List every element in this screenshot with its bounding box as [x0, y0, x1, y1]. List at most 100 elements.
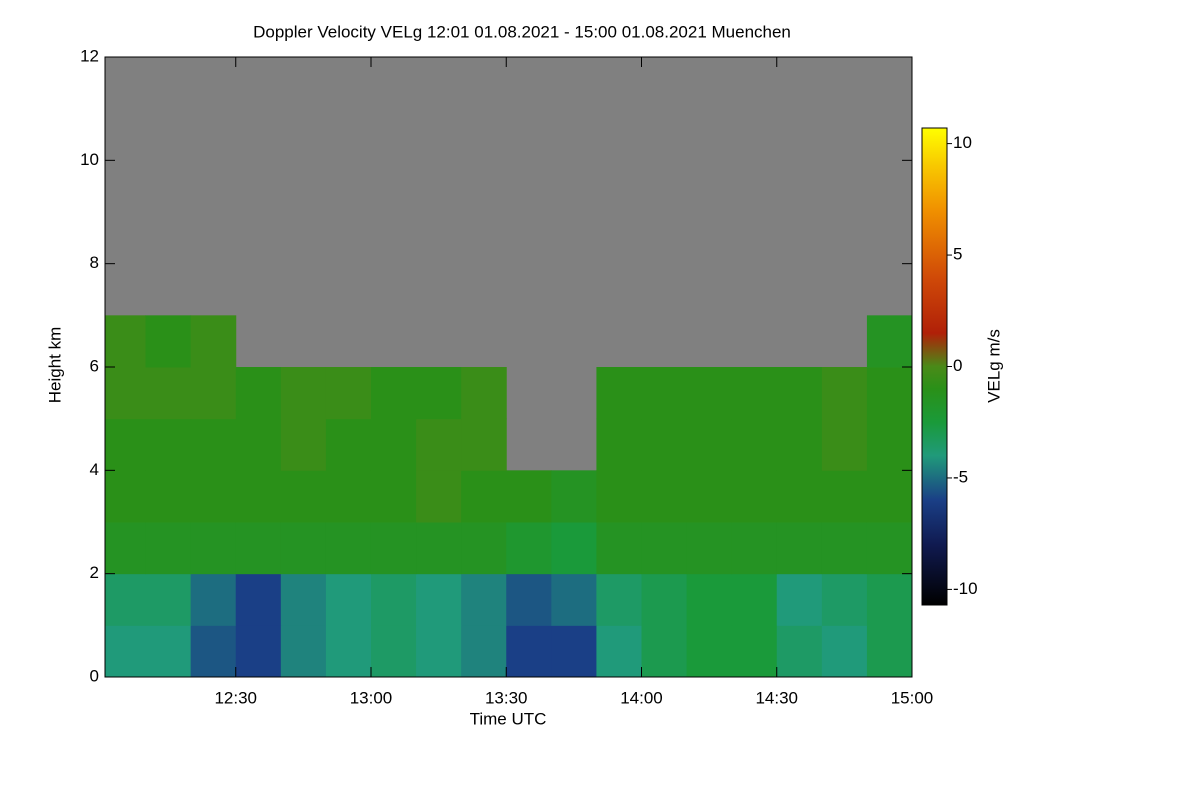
- heatmap-cell: [280, 625, 327, 678]
- heatmap-cell: [190, 522, 237, 575]
- heatmap-cell: [461, 573, 507, 626]
- heatmap-cell: [776, 470, 823, 523]
- heatmap-cell: [190, 625, 237, 678]
- heatmap-cell: [776, 418, 823, 471]
- heatmap-cell: [190, 367, 237, 420]
- heatmap-cell: [866, 367, 913, 420]
- heatmap-cell: [551, 470, 597, 523]
- y-tick-label: 4: [90, 460, 99, 479]
- heatmap-cell: [280, 522, 327, 575]
- heatmap-cell: [145, 418, 192, 471]
- heatmap-cell: [416, 470, 462, 523]
- heatmap-cell: [866, 315, 913, 368]
- heatmap-cell: [596, 367, 642, 420]
- heatmap-cell: [776, 573, 823, 626]
- heatmap-cell: [280, 470, 327, 523]
- heatmap-cell: [105, 418, 147, 471]
- heatmap-cell: [190, 470, 237, 523]
- heatmap-cell: [105, 315, 147, 368]
- heatmap-cell: [686, 367, 733, 420]
- heatmap-cell: [506, 573, 552, 626]
- heatmap-cell: [370, 522, 417, 575]
- x-tick-label: 15:00: [891, 688, 934, 707]
- y-axis-label: Height km: [45, 327, 64, 404]
- heatmap-cell: [370, 470, 417, 523]
- heatmap-cell: [235, 418, 282, 471]
- colorbar-label: VELg m/s: [984, 329, 1003, 403]
- heatmap-cell: [235, 625, 282, 678]
- heatmap-cell: [596, 418, 642, 471]
- heatmap-cell: [370, 367, 417, 420]
- heatmap-cell: [506, 522, 552, 575]
- heatmap-cell: [325, 625, 372, 678]
- heatmap-cell: [235, 573, 282, 626]
- heatmap-cell: [145, 625, 192, 678]
- heatmap-cell: [776, 367, 823, 420]
- heatmap-cell: [641, 625, 688, 678]
- heatmap-cell: [325, 418, 372, 471]
- heatmap-cell: [416, 367, 462, 420]
- heatmap-cell: [325, 522, 372, 575]
- heatmap-cell: [370, 625, 417, 678]
- y-tick-label: 2: [90, 563, 99, 582]
- heatmap-cell: [235, 522, 282, 575]
- heatmap-cell: [776, 522, 823, 575]
- y-tick-label: 0: [90, 666, 99, 685]
- heatmap-cell: [105, 367, 147, 420]
- heatmap-cell: [596, 573, 642, 626]
- heatmap-cell: [325, 367, 372, 420]
- heatmap-cell: [866, 522, 913, 575]
- heatmap-cell: [190, 418, 237, 471]
- heatmap-cell: [686, 573, 733, 626]
- x-tick-label: 13:30: [485, 688, 528, 707]
- heatmap-cell: [641, 418, 688, 471]
- heatmap-cell: [145, 573, 192, 626]
- colorbar-tick-label: 10: [953, 133, 972, 152]
- heatmap-cell: [461, 470, 507, 523]
- heatmap-cell: [190, 573, 237, 626]
- heatmap-cell: [866, 470, 913, 523]
- heatmap-cell: [190, 315, 237, 368]
- heatmap-cell: [145, 367, 192, 420]
- heatmap-cell: [551, 522, 597, 575]
- colorbar: [921, 127, 948, 606]
- colorbar-tick-label: -10: [953, 579, 978, 598]
- heatmap-cell: [105, 522, 147, 575]
- y-tick-label: 12: [80, 46, 99, 65]
- heatmap-cell: [551, 625, 597, 678]
- heatmap-cell: [105, 625, 147, 678]
- heatmap-cell: [731, 470, 778, 523]
- colorbar-tick-label: 5: [953, 245, 962, 264]
- heatmap-cell: [596, 470, 642, 523]
- heatmap-cell: [461, 522, 507, 575]
- colorbar-tick-label: -5: [953, 467, 968, 486]
- heatmap-cell: [731, 522, 778, 575]
- chart-title: Doppler Velocity VELg 12:01 01.08.2021 -…: [253, 22, 791, 41]
- y-tick-label: 6: [90, 356, 99, 375]
- heatmap-cell: [506, 470, 552, 523]
- heatmap-cell: [461, 367, 507, 420]
- heatmap-cell: [280, 367, 327, 420]
- heatmap-cell: [821, 367, 868, 420]
- heatmap-cell: [235, 367, 282, 420]
- x-tick-label: 12:30: [214, 688, 257, 707]
- heatmap-cell: [370, 418, 417, 471]
- heatmap-cell: [821, 470, 868, 523]
- heatmap-cell: [866, 573, 913, 626]
- heatmap-cell: [686, 625, 733, 678]
- heatmap-cell: [641, 573, 688, 626]
- heatmap-cell: [821, 625, 868, 678]
- heatmap-cell: [821, 522, 868, 575]
- heatmap-cell: [641, 522, 688, 575]
- x-tick-label: 13:00: [350, 688, 393, 707]
- heatmap-cell: [866, 625, 913, 678]
- heatmap-cell: [145, 315, 192, 368]
- heatmap-cell: [145, 522, 192, 575]
- heatmap-cell: [641, 470, 688, 523]
- heatmap-cell: [416, 625, 462, 678]
- heatmap-cell: [280, 418, 327, 471]
- heatmap-cell: [641, 367, 688, 420]
- heatmap-cell: [325, 573, 372, 626]
- heatmap-cell: [821, 418, 868, 471]
